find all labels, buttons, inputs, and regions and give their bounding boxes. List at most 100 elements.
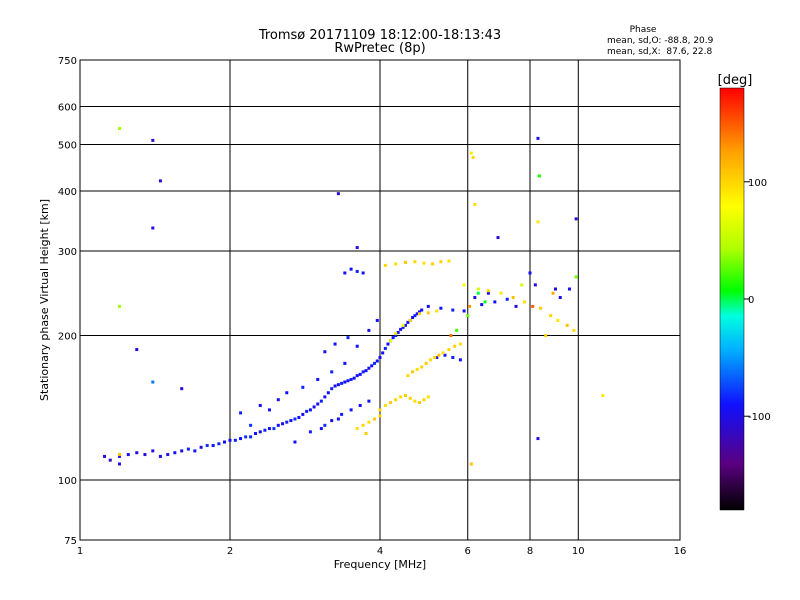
data-point <box>239 437 243 441</box>
data-point <box>386 342 390 346</box>
data-point <box>343 380 347 384</box>
y-tick-label: 400 <box>58 187 77 198</box>
data-point <box>383 263 387 267</box>
data-point <box>253 432 257 436</box>
y-tick-label: 75 <box>64 536 77 547</box>
data-point <box>389 339 393 343</box>
data-point <box>493 300 497 304</box>
data-point <box>567 287 571 291</box>
plot-area: 1 2 4 6 8 10 16 75 100 200 300 400 500 600 750 <box>58 56 686 557</box>
grid-lines <box>80 60 680 540</box>
x-tick-label: 1 <box>77 546 83 557</box>
data-point <box>401 325 405 329</box>
data-point <box>352 376 356 380</box>
data-point <box>403 323 407 327</box>
data-point <box>451 355 455 359</box>
data-point <box>401 323 405 327</box>
colorbar-tick-label: 100 <box>748 178 767 189</box>
x-tick-label: 10 <box>572 546 585 557</box>
data-point <box>505 297 509 301</box>
data-point <box>301 385 305 389</box>
data-point <box>355 344 359 348</box>
data-point <box>469 151 473 155</box>
data-point <box>158 179 162 183</box>
data-point <box>340 381 344 385</box>
data-point <box>319 427 323 431</box>
data-point <box>536 437 540 441</box>
data-point <box>346 336 350 340</box>
data-point <box>358 403 362 407</box>
data-point <box>486 289 490 293</box>
data-point <box>549 314 553 318</box>
data-point <box>276 423 280 427</box>
data-point <box>326 391 330 395</box>
data-point <box>378 355 382 359</box>
data-point <box>180 387 184 391</box>
data-point <box>267 408 271 412</box>
data-point <box>336 417 340 421</box>
data-point <box>239 411 243 415</box>
data-point <box>441 351 445 355</box>
data-point <box>601 394 605 398</box>
data-point <box>424 361 428 365</box>
data-point <box>367 328 371 332</box>
data-point <box>323 395 327 399</box>
data-point <box>166 453 170 457</box>
data-point <box>572 328 576 332</box>
y-tick-labels: 75 100 200 300 400 500 600 750 <box>58 56 77 547</box>
data-point <box>244 435 248 439</box>
data-point <box>565 323 569 327</box>
data-point <box>378 414 382 418</box>
data-point <box>399 327 403 331</box>
data-point <box>455 328 459 332</box>
data-point <box>117 304 121 308</box>
data-point <box>263 428 267 432</box>
colorbar-tick-label: -100 <box>748 412 771 423</box>
data-point <box>281 422 285 426</box>
data-point <box>528 271 532 275</box>
data-point <box>289 419 293 423</box>
data-point <box>151 138 155 142</box>
data-point <box>330 370 334 374</box>
data-point <box>316 377 320 381</box>
data-point <box>523 300 527 304</box>
data-point <box>367 366 371 370</box>
stats-heading: Phase <box>630 25 657 35</box>
data-point <box>330 387 334 391</box>
x-tick-labels: 1 2 4 6 8 10 16 <box>77 546 687 557</box>
data-point <box>297 415 301 419</box>
data-point <box>336 192 340 196</box>
data-point <box>408 396 412 400</box>
data-point <box>375 318 379 322</box>
stats-x-line: mean, sd,X: 87.6, 22.8 <box>607 47 713 57</box>
data-point <box>391 336 395 340</box>
data-point <box>553 287 557 291</box>
data-point <box>453 344 457 348</box>
data-point <box>556 318 560 322</box>
data-point <box>135 348 139 352</box>
data-point <box>358 372 362 376</box>
data-point <box>333 342 337 346</box>
colorbar: [deg] 100 0 -100 <box>718 73 771 511</box>
y-tick-label: 200 <box>58 332 77 343</box>
data-point <box>305 409 309 413</box>
data-point <box>415 367 419 371</box>
colorbar-tick-label: 0 <box>748 295 754 306</box>
data-point <box>364 369 368 373</box>
data-points <box>103 126 605 466</box>
data-point <box>417 310 421 314</box>
data-point <box>417 312 421 316</box>
data-point <box>323 350 327 354</box>
data-point <box>193 449 197 453</box>
data-point <box>533 283 537 287</box>
data-point <box>539 306 543 310</box>
data-point <box>143 453 147 457</box>
data-point <box>469 462 473 466</box>
data-point <box>117 126 121 130</box>
data-point <box>537 174 541 178</box>
data-point <box>406 320 410 324</box>
x-tick-label: 8 <box>527 546 533 557</box>
data-point <box>103 454 107 458</box>
data-point <box>276 398 280 402</box>
data-point <box>411 316 415 320</box>
